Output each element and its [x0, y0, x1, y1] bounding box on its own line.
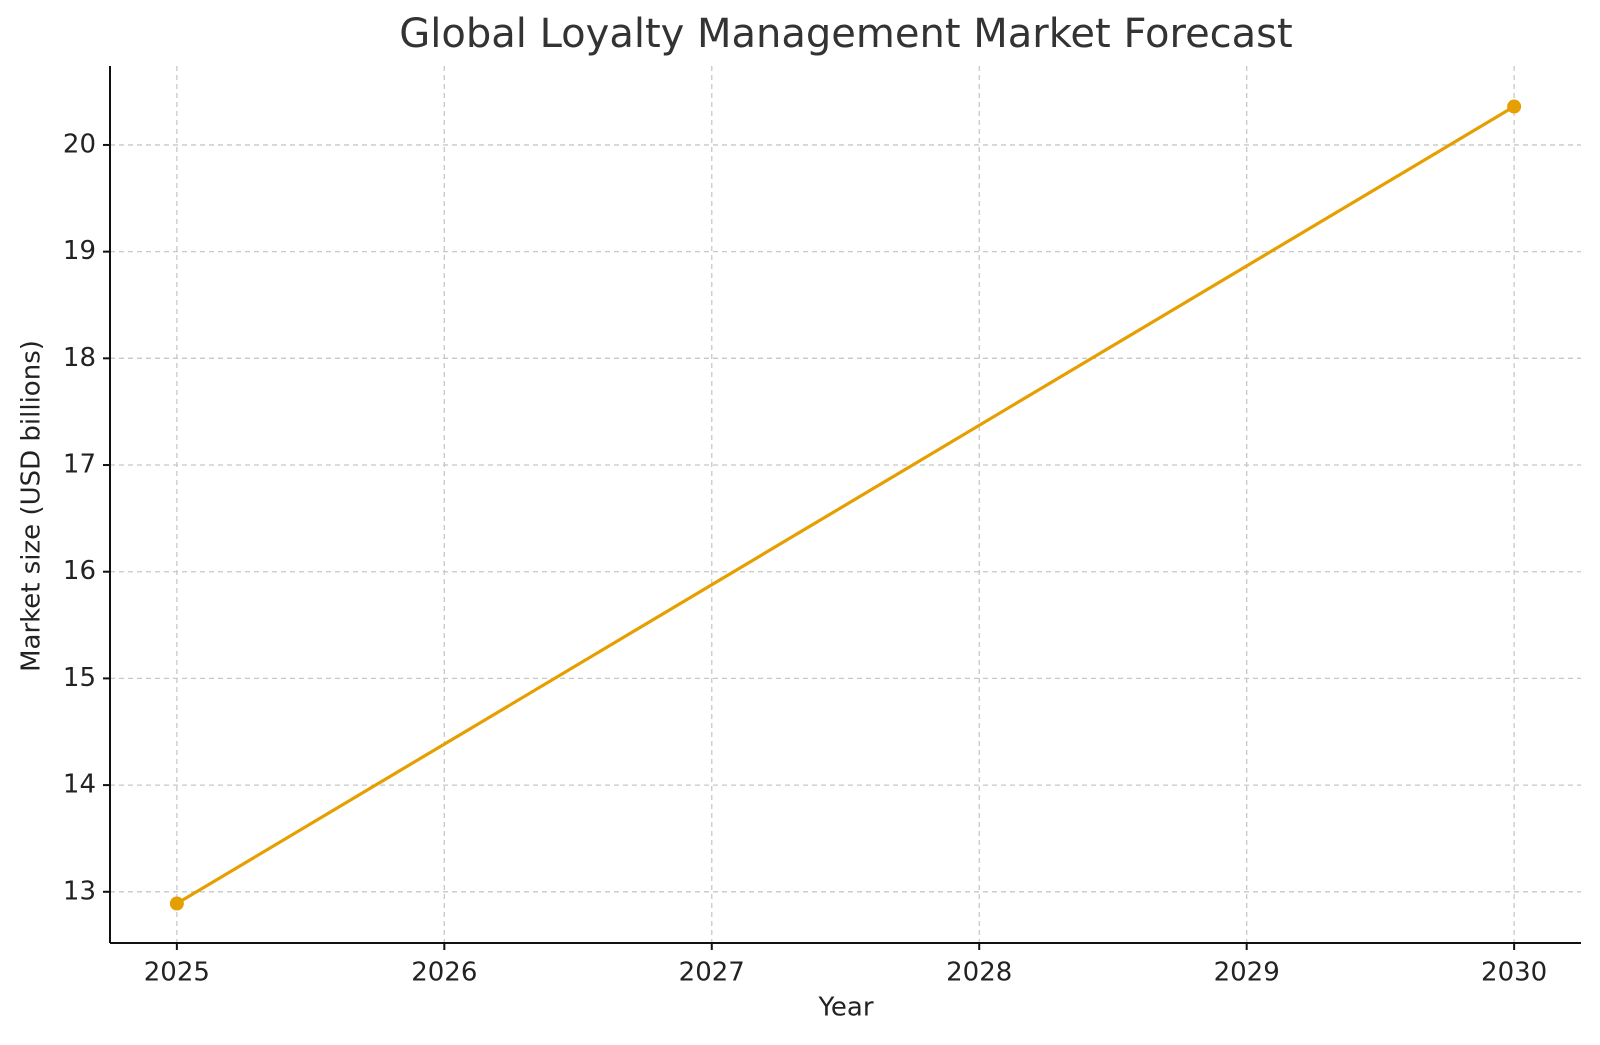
x-axis-label: Year — [817, 993, 873, 1023]
x-tick-label: 2030 — [1481, 958, 1547, 988]
y-tick-label: 19 — [63, 236, 96, 266]
x-tick-label: 2028 — [946, 958, 1012, 988]
y-tick-label: 14 — [63, 770, 96, 800]
y-tick-label: 15 — [63, 663, 96, 693]
y-tick-label: 20 — [63, 129, 96, 159]
y-tick-label: 13 — [63, 876, 96, 906]
y-tick-label: 17 — [63, 450, 96, 480]
y-axis-label: Market size (USD billions) — [17, 340, 47, 672]
x-tick-label: 2027 — [679, 958, 745, 988]
x-tick-label: 2025 — [144, 958, 210, 988]
y-tick-label: 18 — [63, 343, 96, 373]
chart-title: Global Loyalty Management Market Forecas… — [399, 11, 1292, 57]
line — [176, 105, 1515, 905]
x-tick-label: 2026 — [411, 958, 477, 988]
y-tick-label: 16 — [63, 556, 96, 586]
point — [169, 896, 184, 911]
point — [1507, 99, 1522, 114]
x-tick-label: 2029 — [1214, 958, 1280, 988]
